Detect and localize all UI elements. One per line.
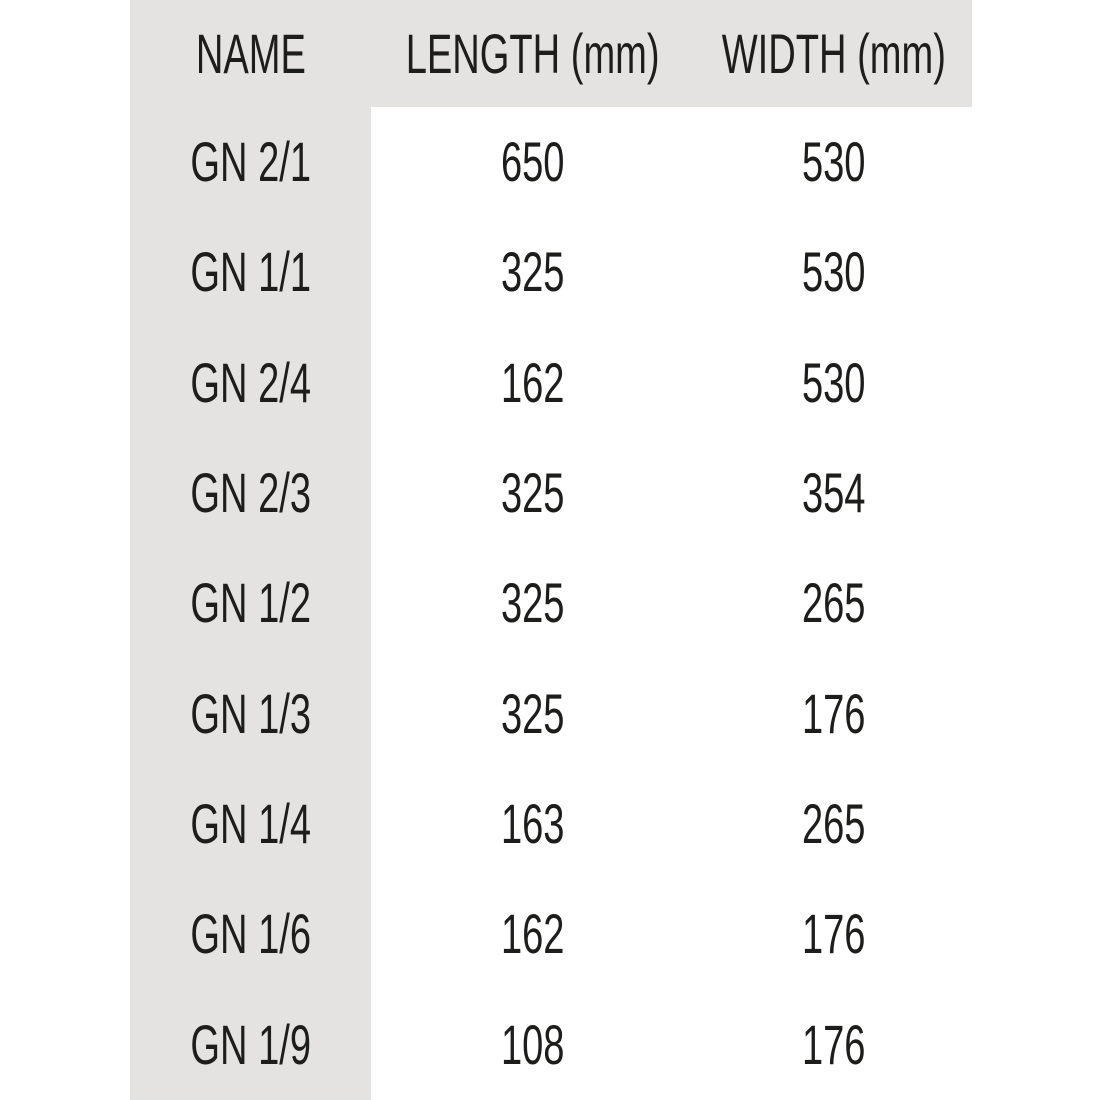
table-row: GN 2/3 325 354	[130, 437, 972, 549]
table-row: GN 1/3 325 176	[130, 658, 972, 769]
width-cell: 354	[695, 438, 972, 548]
length-cell: 325	[371, 659, 695, 769]
table-row: GN 2/1 650 530	[130, 107, 972, 218]
length-value: 162	[501, 350, 565, 414]
row-name-label: GN 1/4	[190, 792, 311, 856]
length-value: 325	[501, 571, 565, 635]
length-value: 108	[501, 1012, 565, 1076]
column-header-width: WIDTH (mm)	[695, 0, 972, 107]
length-value: 650	[501, 130, 565, 194]
length-cell: 163	[371, 769, 695, 879]
name-cell: GN 1/4	[130, 768, 371, 880]
width-value: 176	[801, 902, 866, 966]
width-value: 530	[801, 240, 866, 304]
length-value: 325	[501, 461, 565, 525]
row-name-label: GN 1/9	[190, 1012, 311, 1076]
table-row: GN 1/4 163 265	[130, 768, 972, 880]
width-value: 176	[801, 681, 866, 745]
table-row: GN 2/4 162 530	[130, 327, 972, 438]
row-name-label: GN 2/4	[190, 350, 311, 414]
name-cell: GN 1/1	[130, 217, 371, 328]
table-row: GN 1/6 162 176	[130, 879, 972, 990]
row-name-label: GN 1/1	[190, 240, 311, 304]
length-cell: 162	[371, 328, 695, 438]
table-row: GN 1/1 325 530	[130, 217, 972, 328]
name-cell: GN 1/2	[130, 548, 371, 659]
table-row: GN 1/2 325 265	[130, 548, 972, 659]
length-cell: 325	[371, 438, 695, 548]
width-cell: 265	[695, 548, 972, 658]
width-cell: 176	[695, 879, 972, 989]
name-cell: GN 1/6	[130, 879, 371, 990]
length-cell: 325	[371, 548, 695, 658]
width-value: 530	[801, 130, 866, 194]
width-cell: 530	[695, 107, 972, 217]
name-cell: GN 2/1	[130, 107, 371, 218]
gn-dimensions-table: NAME LENGTH (mm) WIDTH (mm) GN 2/1 650 5…	[130, 0, 972, 1100]
row-name-label: GN 1/6	[190, 902, 311, 966]
length-value: 325	[501, 240, 565, 304]
row-name-label: GN 1/2	[190, 571, 311, 635]
width-value: 176	[801, 1012, 866, 1076]
name-cell: GN 2/3	[130, 437, 371, 549]
column-header-length-label: LENGTH (mm)	[406, 21, 660, 85]
length-cell: 108	[371, 990, 695, 1100]
width-cell: 176	[695, 990, 972, 1100]
width-cell: 265	[695, 769, 972, 879]
table-header-row: NAME LENGTH (mm) WIDTH (mm)	[130, 0, 972, 107]
length-value: 163	[501, 792, 565, 856]
column-header-width-label: WIDTH (mm)	[721, 21, 946, 85]
width-cell: 530	[695, 217, 972, 327]
name-cell: GN 1/3	[130, 658, 371, 769]
row-name-label: GN 2/1	[190, 130, 311, 194]
column-header-length: LENGTH (mm)	[371, 0, 695, 107]
width-value: 265	[801, 792, 866, 856]
width-cell: 530	[695, 328, 972, 438]
table-row: GN 1/9 108 176	[130, 989, 972, 1100]
width-cell: 176	[695, 659, 972, 769]
length-value: 325	[501, 681, 565, 745]
width-value: 265	[801, 571, 866, 635]
width-value: 354	[801, 461, 866, 525]
length-value: 162	[501, 902, 565, 966]
name-cell: GN 1/9	[130, 989, 371, 1100]
column-header-name: NAME	[130, 0, 371, 107]
length-cell: 325	[371, 217, 695, 327]
name-cell: GN 2/4	[130, 327, 371, 438]
row-name-label: GN 1/3	[190, 681, 311, 745]
row-name-label: GN 2/3	[190, 461, 311, 525]
width-value: 530	[801, 350, 866, 414]
length-cell: 650	[371, 107, 695, 217]
length-cell: 162	[371, 879, 695, 989]
column-header-name-label: NAME	[195, 21, 306, 85]
